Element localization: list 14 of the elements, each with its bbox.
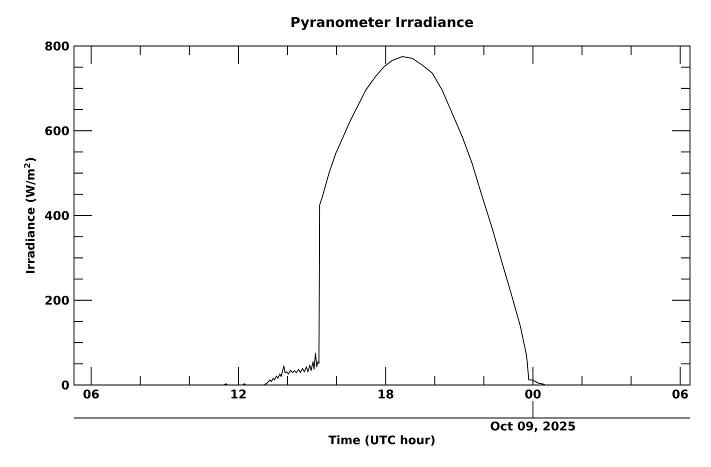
y-tick-label: 0: [62, 380, 69, 390]
y-tick-label: 800: [45, 41, 69, 51]
x-tick-label: 00: [525, 390, 541, 399]
x-tick-label: 18: [378, 390, 394, 399]
chart-title: Pyranometer Irradiance: [292, 16, 474, 30]
x-axis-title: Time (UTC hour): [328, 435, 435, 446]
y-axis-title: Irradiance (W/m$^{2}$): [24, 158, 36, 274]
annotation: Oct 09, 2025: [490, 422, 575, 432]
y-tick-label: 200: [45, 296, 69, 305]
y-tick-label: 400: [45, 210, 69, 220]
x-tick-label: 06: [672, 390, 688, 399]
y-tick-label: 600: [45, 126, 69, 136]
x-tick-label: 06: [83, 390, 99, 399]
x-tick-label: 12: [231, 390, 246, 398]
